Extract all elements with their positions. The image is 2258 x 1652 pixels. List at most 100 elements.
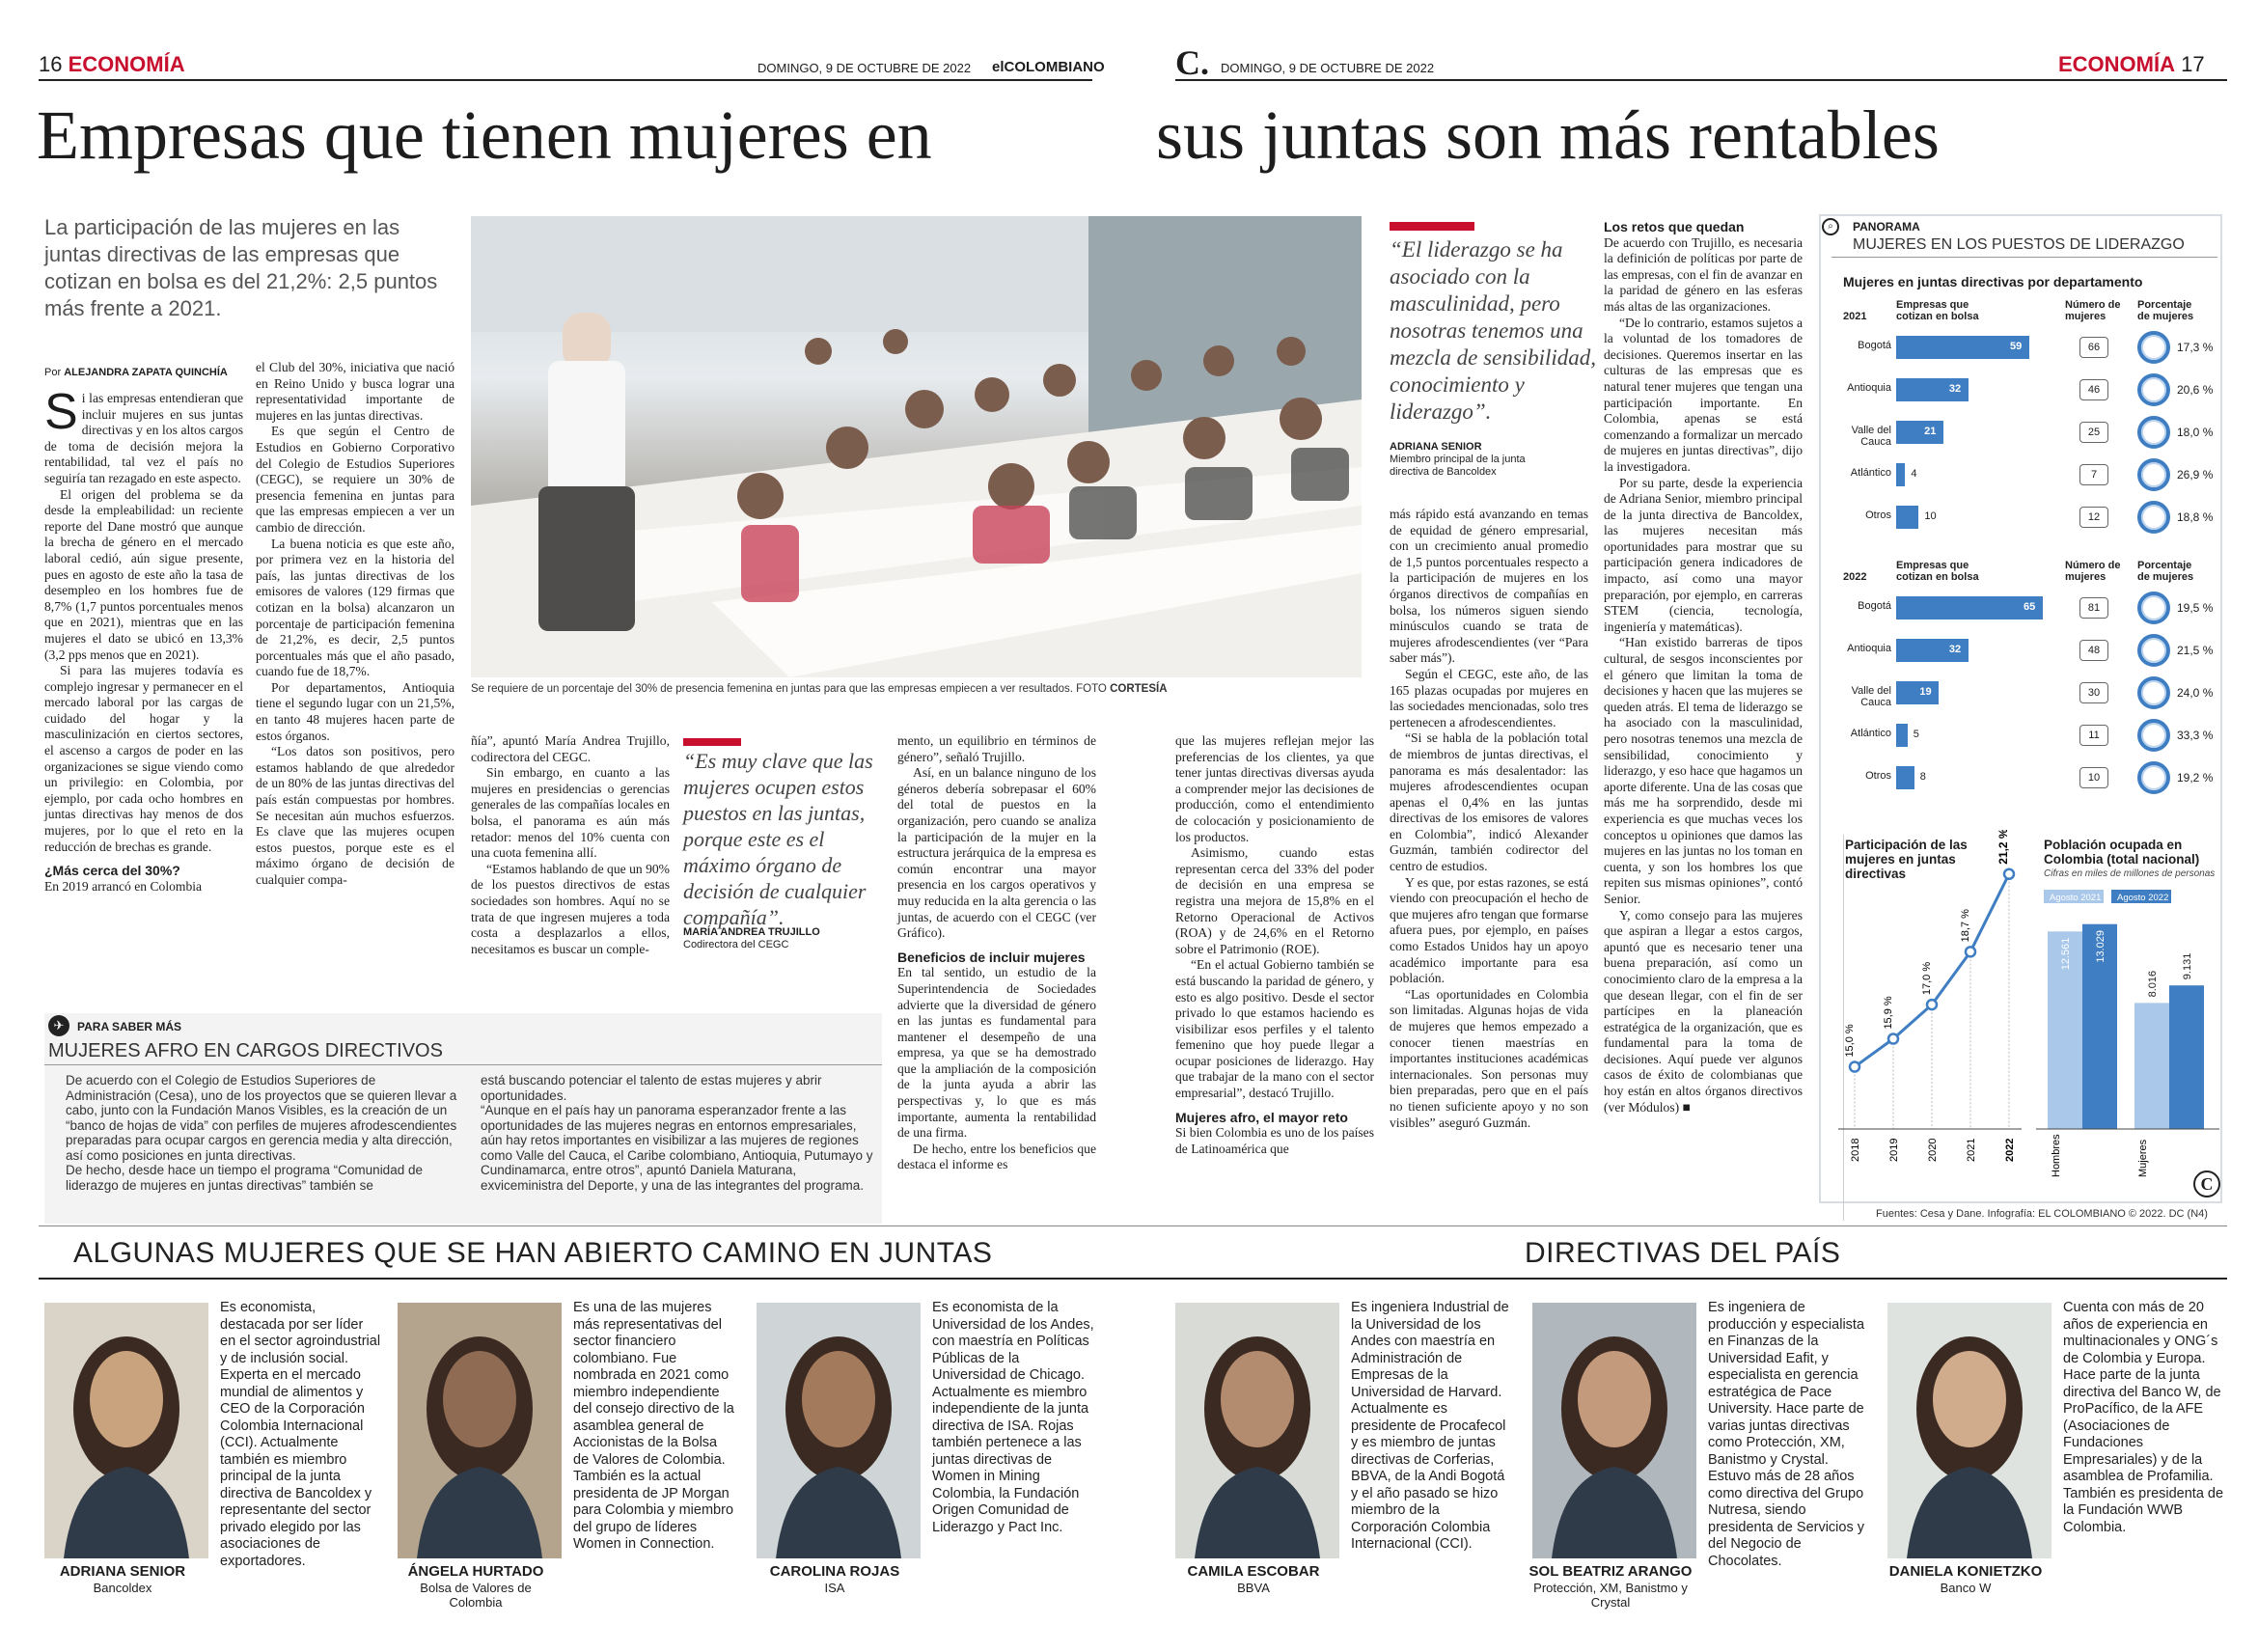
subhead: Los retos que quedan [1604, 219, 1745, 234]
photo-credit: CORTESÍA [1110, 683, 1168, 695]
dept-bar-value: 8 [1919, 771, 1926, 783]
profile-name: DANIELA KONIETZKO [1888, 1563, 2043, 1580]
women-count: 12 [2079, 507, 2108, 528]
article-column-3: ñía”, apuntó María Andrea Trujillo, codi… [471, 733, 670, 956]
profile-organization: BBVA [1237, 1581, 1270, 1595]
box-column-2: está buscando potenciar el talento de es… [481, 1073, 873, 1193]
profile-name: CAMILA ESCOBAR [1187, 1563, 1320, 1580]
percent-ring [2137, 719, 2170, 752]
dept-bar-value: 59 [2009, 341, 2023, 352]
dept-bar-value: 65 [2024, 601, 2036, 613]
year-label: 2022 [1843, 571, 1867, 583]
data-label: 15,9 % [1883, 996, 1894, 1029]
data-point [2002, 867, 2016, 881]
right-folio: ECONOMÍA 17 [2058, 52, 2205, 77]
left-paper-name: elCOLOMBIANO [992, 59, 1105, 75]
category-label: Hombres [2051, 1134, 2062, 1177]
dept-bar-value: 32 [1948, 383, 1962, 395]
headline-right: sus juntas son más rentables [1156, 96, 1940, 174]
women-count: 25 [2079, 422, 2108, 443]
c-logo-icon: C [2193, 1170, 2220, 1198]
infographic-footer: Fuentes: Cesa y Dane. Infografía: EL COL… [1876, 1208, 2208, 1220]
bar [2082, 923, 2117, 1129]
tick-label: 2022 [2004, 1139, 2016, 1162]
bar-value: 12.561 [2060, 938, 2072, 971]
women-count: 46 [2079, 379, 2108, 400]
tick-label: 2021 [1966, 1139, 1977, 1162]
profile-organization: Bolsa de Valores de Colombia [420, 1581, 532, 1610]
subhead: Beneficios de incluir mujeres [897, 949, 1086, 965]
data-point [1964, 946, 1977, 958]
percent-value: 24,0 % [2177, 686, 2214, 700]
percent-value: 20,6 % [2177, 383, 2214, 397]
percent-value: 33,3 % [2177, 729, 2214, 742]
dept-bar [1896, 724, 1908, 747]
dept-bar [1896, 766, 1914, 789]
right-logo: C. [1175, 43, 1209, 82]
dept-bar [1896, 463, 1906, 486]
line-chart: 15,0 % 2018 15,9 % 2019 17,0 % 2020 18,7 % 2021… [1838, 830, 2022, 1162]
profile-photo [1175, 1303, 1339, 1558]
dept-bar-value: 32 [1948, 644, 1962, 655]
rocket-icon: ✈ [48, 1015, 69, 1036]
profile-organization: Protección, XM, Banistmo y Crystal [1533, 1581, 1688, 1610]
percent-ring [2137, 676, 2170, 709]
page-number: 16 [39, 52, 63, 76]
data-label: 18,7 % [1960, 909, 1971, 942]
article-column-2: el Club del 30%, iniciativa que nació en… [256, 360, 454, 887]
sidebar-box [44, 1013, 882, 1224]
tick-label: 2020 [1927, 1139, 1939, 1162]
article-column-5: mento, un equilibrio en términos de géne… [897, 733, 1096, 1172]
quote-author: ADRIANA SENIOR [1390, 441, 1482, 453]
profile-organization: Banco W [1940, 1581, 1992, 1595]
dept-bar-value: 5 [1913, 729, 1919, 740]
profile-name: SOL BEATRIZ ARANGO [1528, 1563, 1693, 1580]
data-point [1886, 1032, 1900, 1045]
profile-photo [1887, 1303, 2051, 1558]
lead-paragraph: La participación de las mujeres en las j… [44, 215, 438, 320]
line-chart-title: Participación de las mujeres en juntas d… [1845, 838, 1968, 881]
percent-ring [2137, 761, 2170, 794]
women-count: 11 [2079, 725, 2108, 746]
percent-ring [2137, 592, 2170, 624]
profile-photo [44, 1303, 208, 1558]
tick-label: 2019 [1888, 1139, 1900, 1162]
percent-ring [2137, 634, 2170, 667]
search-icon: ⌕ [1822, 218, 1839, 235]
dept-bar [1896, 639, 1969, 662]
dept-label: Antioquia [1847, 643, 1891, 654]
subhead: Mujeres afro, el mayor reto [1175, 1109, 1348, 1125]
quote-author: MARÍA ANDREA TRUJILLO [683, 926, 820, 938]
dept-bar-value: 4 [1911, 468, 1917, 480]
women-count: 30 [2079, 682, 2108, 703]
quote-role: Codirectora del CEGC [683, 939, 789, 950]
photo-caption: Se requiere de un porcentaje del 30% de … [471, 683, 1168, 695]
dept-label: Antioquia [1847, 382, 1891, 394]
bar [2048, 931, 2082, 1129]
bar [2134, 1003, 2169, 1129]
dept-label: Atlántico [1850, 467, 1891, 479]
dept-label: Otros [1865, 509, 1891, 521]
percent-value: 18,8 % [2177, 510, 2214, 524]
profile-bio: Es economista, destacada por ser líder e… [220, 1300, 381, 1569]
percent-ring [2137, 331, 2170, 364]
legend-label: Agosto 2022 [2117, 893, 2168, 903]
infographic-label: PANORAMA [1853, 220, 1920, 234]
legend-swatch [2111, 890, 2171, 903]
bar-chart-title: Población ocupada en Colombia (total nac… [2044, 838, 2200, 867]
profile-name: ÁNGELA HURTADO [407, 1563, 544, 1580]
profiles-title-right: DIRECTIVAS DEL PAÍS [1525, 1237, 1841, 1269]
dept-bar [1896, 378, 1969, 401]
section-label: ECONOMÍA [2058, 52, 2175, 76]
data-point [1848, 1060, 1861, 1073]
article-photo [471, 216, 1362, 677]
data-label: 17,0 % [1921, 962, 1933, 995]
dept-label: Bogotá [1858, 340, 1891, 351]
percent-ring [2137, 458, 2170, 491]
dept-bar [1896, 596, 2043, 620]
box-label: PARA SABER MÁS [77, 1020, 182, 1033]
bar [2169, 985, 2204, 1129]
left-date: DOMINGO, 9 DE OCTUBRE DE 2022 [757, 61, 972, 75]
percent-value: 19,2 % [2177, 771, 2214, 785]
